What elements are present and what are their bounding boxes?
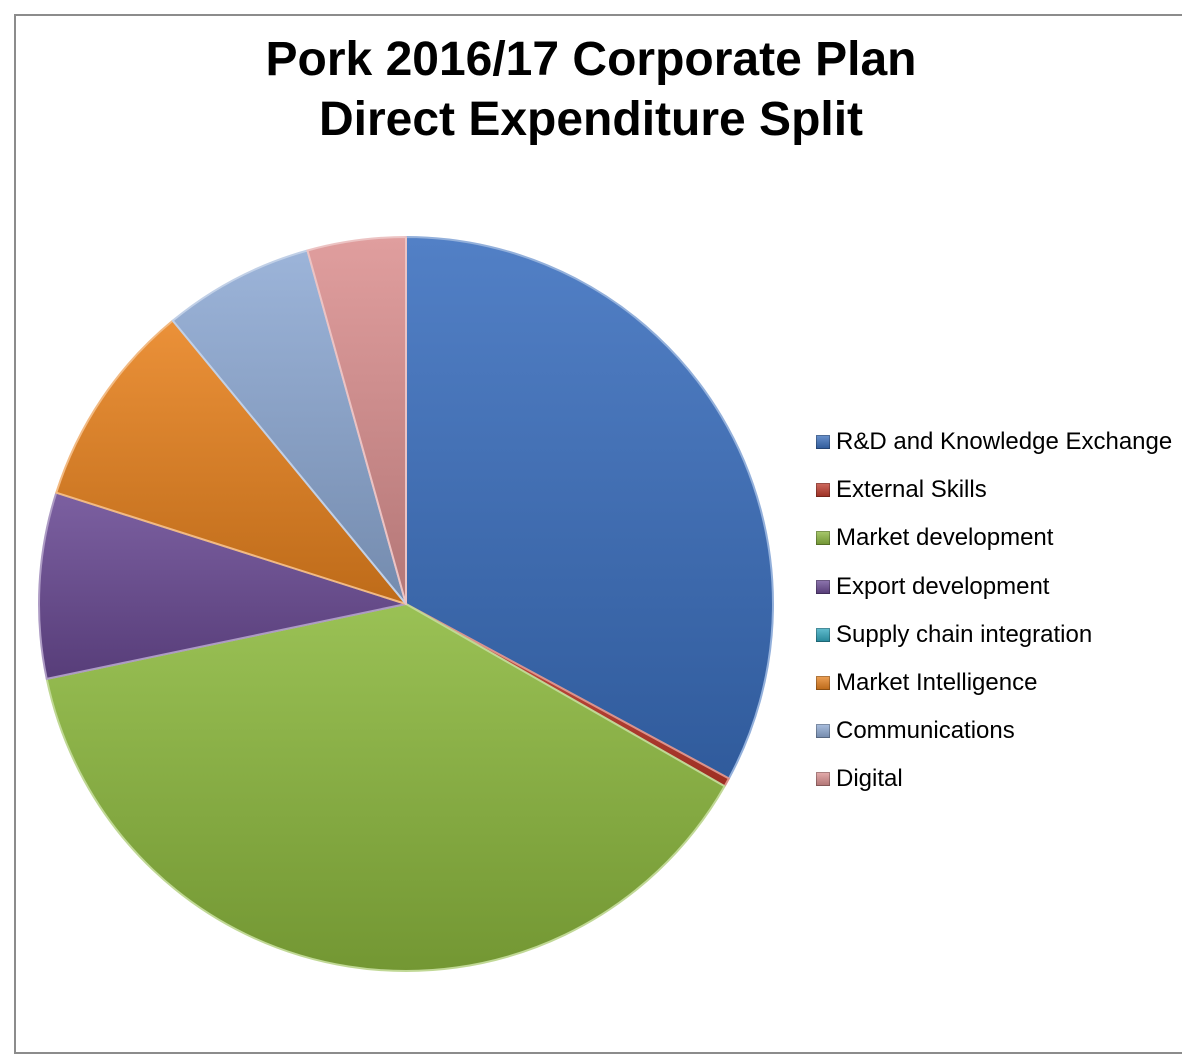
legend-item-communications: Communications [816,707,1176,755]
legend-label: Digital [836,765,903,793]
chart-title: Pork 2016/17 Corporate Plan Direct Expen… [0,30,1182,150]
legend-swatch-icon [816,435,830,450]
legend-swatch-icon [816,627,830,642]
legend-swatch-icon [816,724,830,739]
legend-label: Export development [836,572,1050,600]
legend-label: External Skills [836,476,987,504]
pie-slices [38,236,774,972]
pie-slice-market-intelligence [55,319,407,605]
legend-swatch-icon [816,579,830,594]
chart-legend: R&D and Knowledge Exchange External Skill… [816,418,1176,804]
legend-swatch-icon [816,676,830,691]
legend-label: Market Intelligence [836,669,1038,697]
legend-swatch-icon [816,483,830,498]
legend-label: Supply chain integration [836,620,1093,648]
pie-slice-export-development [38,491,407,680]
chart-title-line-2: Direct Expenditure Split [318,93,864,146]
legend-item-digital: Digital [816,755,1176,803]
legend-label: R&D and Knowledge Exchange [836,428,1173,456]
pie-slice-randd-and-knowledge-exchange [405,236,774,780]
legend-swatch-icon [816,772,830,787]
legend-item-market-development: Market development [816,514,1176,562]
legend-item-randd-and-knowledge-exchange: R&D and Knowledge Exchange [816,418,1176,466]
pie-slice-market-development [45,603,726,972]
legend-item-supply-chain-integration: Supply chain integration [816,611,1176,659]
legend-item-external-skills: External Skills [816,466,1176,514]
chart-title-line-1: Pork 2016/17 Corporate Plan [265,33,917,86]
legend-item-market-intelligence: Market Intelligence [816,659,1176,707]
legend-label: Communications [836,717,1015,745]
legend-item-export-development: Export development [816,563,1176,611]
pie-slice-communications [171,249,407,605]
pie-slice-digital [306,236,407,605]
legend-label: Market development [836,524,1054,552]
legend-swatch-icon [816,531,830,546]
